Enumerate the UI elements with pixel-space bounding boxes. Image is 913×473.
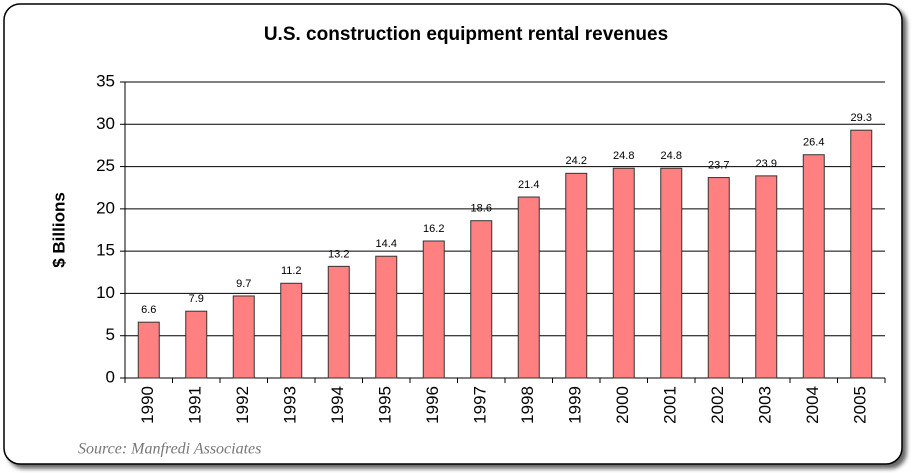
x-tick-label: 1994 — [328, 386, 347, 424]
y-tick-label: 25 — [96, 156, 115, 175]
data-label: 21.4 — [518, 179, 539, 191]
bar — [707, 177, 730, 379]
y-tick-label: 10 — [96, 283, 115, 302]
data-label: 23.9 — [756, 158, 777, 170]
bar — [470, 220, 493, 379]
x-tick-label: 2002 — [708, 386, 727, 424]
bar — [232, 295, 255, 379]
data-label: 24.8 — [613, 150, 634, 162]
x-tick-label: 1995 — [376, 386, 395, 424]
bar — [755, 175, 778, 379]
bar — [422, 240, 445, 379]
bar — [802, 154, 825, 379]
x-tick-label: 2001 — [661, 386, 680, 424]
bar — [137, 321, 160, 379]
bar — [565, 172, 588, 379]
data-label: 18.6 — [471, 203, 492, 215]
x-tick-label: 1993 — [281, 386, 300, 424]
data-label: 16.2 — [423, 223, 444, 235]
y-tick-label: 30 — [96, 114, 115, 133]
chart-title: U.S. construction equipment rental reven… — [264, 24, 668, 45]
bar — [185, 310, 208, 379]
data-label: 23.7 — [708, 159, 729, 171]
data-label: 26.4 — [803, 137, 824, 149]
y-axis-label: $ Billions — [49, 192, 68, 268]
y-tick-label: 20 — [96, 198, 115, 217]
x-tick-label: 2005 — [851, 386, 870, 424]
y-tick-label: 0 — [106, 367, 115, 386]
bar — [660, 167, 683, 379]
bar — [517, 196, 540, 379]
y-tick-label: 15 — [96, 241, 115, 260]
x-tick-label: 2000 — [613, 386, 632, 424]
x-tick-label: 1990 — [138, 386, 157, 424]
source-note: Source: Manfredi Associates — [78, 441, 261, 458]
data-label: 7.9 — [189, 293, 204, 305]
x-tick-label: 1996 — [423, 386, 442, 424]
bar — [612, 167, 635, 379]
y-tick-label: 5 — [106, 325, 115, 344]
x-tick-label: 1991 — [186, 386, 205, 424]
data-label: 24.2 — [566, 155, 587, 167]
x-tick-label: 1999 — [566, 386, 585, 424]
x-tick-label: 1998 — [518, 386, 537, 424]
bar — [850, 129, 873, 379]
y-tick-label: 35 — [96, 71, 115, 90]
bar — [375, 255, 398, 379]
x-tick-label: 2004 — [803, 386, 822, 424]
data-label: 29.3 — [851, 112, 872, 124]
x-tick-label: 1997 — [471, 386, 490, 424]
data-label: 24.8 — [661, 150, 682, 162]
x-tick-label: 1992 — [233, 386, 252, 424]
data-label: 6.6 — [141, 304, 156, 316]
data-label: 13.2 — [328, 248, 349, 260]
x-tick-label: 2003 — [756, 386, 775, 424]
data-label: 11.2 — [281, 265, 302, 277]
data-label: 9.7 — [236, 278, 251, 290]
bar — [280, 282, 303, 379]
bar — [327, 265, 350, 379]
data-label: 14.4 — [376, 238, 397, 250]
